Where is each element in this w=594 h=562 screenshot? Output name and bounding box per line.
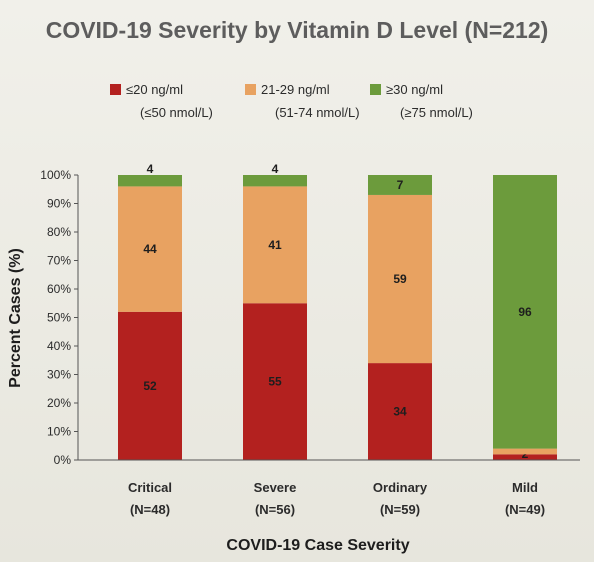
y-tick-label: 30% — [47, 368, 71, 382]
y-tick-label: 100% — [40, 168, 71, 182]
y-tick-label: 50% — [47, 311, 71, 325]
chart-legend: ≤20 ng/ml (≤50 nmol/L) 21-29 ng/ml (51-74 n… — [110, 82, 473, 120]
bar-segment — [243, 186, 307, 304]
x-tick-count: (N=48) — [130, 502, 170, 517]
bar-segment — [368, 194, 432, 364]
y-tick-label: 70% — [47, 254, 71, 268]
bar-segment — [118, 186, 182, 312]
data-label: 41 — [268, 238, 282, 252]
bar-segment — [493, 448, 557, 455]
bar-segment — [368, 363, 432, 460]
data-label: 96 — [518, 305, 532, 319]
data-label: 34 — [393, 405, 407, 419]
x-tick-count: (N=59) — [380, 502, 420, 517]
x-axis-title: COVID-19 Case Severity — [226, 537, 409, 554]
data-label: 52 — [143, 379, 157, 393]
x-tick-count: (N=56) — [255, 502, 295, 517]
y-tick-label: 40% — [47, 339, 71, 353]
data-label: 59 — [393, 272, 407, 286]
bar-segment — [118, 311, 182, 460]
legend-swatch — [245, 84, 256, 95]
data-label: 55 — [268, 375, 282, 389]
y-axis: 0% 10% 20% 30% 40% 50% 60% 70% 80% 90% 100% — [40, 168, 79, 467]
y-tick-label: 20% — [47, 396, 71, 410]
bar-segment — [243, 303, 307, 460]
y-tick-label: 60% — [47, 282, 71, 296]
x-tick-label: Mild — [512, 480, 538, 495]
bar-segment — [368, 175, 432, 195]
x-tick-label: Ordinary — [373, 480, 428, 495]
legend-label: 21-29 ng/ml — [261, 82, 330, 97]
bar-segment — [243, 175, 307, 187]
bar-stack: 55 41 4 — [243, 162, 307, 460]
legend-sublabel: (51-74 nmol/L) — [275, 105, 360, 120]
x-tick-count: (N=49) — [505, 502, 545, 517]
bar-stack: 296 — [493, 175, 557, 461]
legend-item: ≥30 ng/ml (≥75 nmol/L) — [370, 82, 473, 120]
legend-label: ≤20 ng/ml — [126, 82, 183, 97]
x-axis: Critical (N=48) Severe (N=56) Ordinary (N=59)… — [78, 459, 580, 517]
bars-group: 524445541434597296 — [118, 162, 557, 461]
data-label: 4 — [147, 162, 154, 176]
legend-label: ≥30 ng/ml — [386, 82, 443, 97]
y-axis-title: Percent Cases (%) — [7, 248, 24, 388]
y-tick-label: 90% — [47, 197, 71, 211]
bar-segment — [493, 175, 557, 449]
data-label: 44 — [143, 242, 157, 256]
chart-title: COVID-19 Severity by Vitamin D Level (N=… — [46, 17, 549, 43]
y-tick-label: 80% — [47, 225, 71, 239]
legend-swatch — [110, 84, 121, 95]
bar-segment — [493, 454, 557, 460]
legend-sublabel: (≤50 nmol/L) — [140, 105, 213, 120]
y-tick-label: 10% — [47, 425, 71, 439]
legend-item: ≤20 ng/ml (≤50 nmol/L) — [110, 82, 213, 120]
x-tick-label: Severe — [254, 480, 297, 495]
y-tick-label: 0% — [54, 453, 72, 467]
legend-sublabel: (≥75 nmol/L) — [400, 105, 473, 120]
data-label: 7 — [397, 178, 404, 192]
data-label: 4 — [272, 162, 279, 176]
bar-stack: 34 59 7 — [368, 175, 432, 460]
legend-swatch — [370, 84, 381, 95]
legend-item: 21-29 ng/ml (51-74 nmol/L) — [245, 82, 360, 120]
x-tick-label: Critical — [128, 480, 172, 495]
bar-segment — [118, 175, 182, 187]
